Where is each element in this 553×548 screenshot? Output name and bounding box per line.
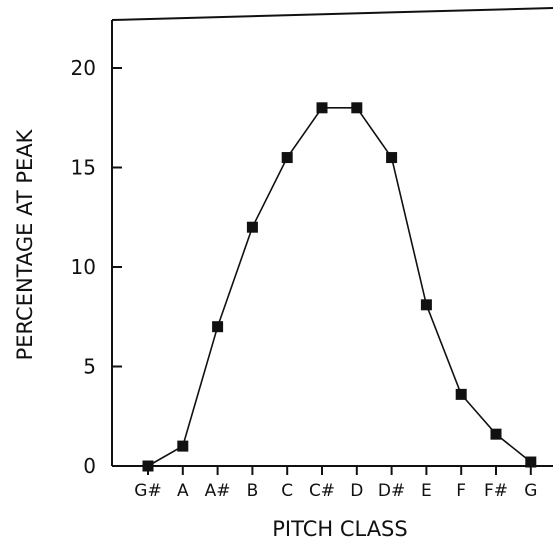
x-axis-ticks: G# A A# B C C# D D# E F F# G (134, 466, 537, 501)
series-layer (142, 102, 537, 472)
data-point-e (420, 299, 432, 311)
data-point-c (281, 152, 293, 164)
y-axis-ticks: 0 5 10 15 20 (71, 56, 122, 478)
series-line-0 (147, 107, 532, 467)
x-tick-label-7: D# (378, 481, 405, 501)
data-point-f (455, 388, 467, 400)
data-point-g (525, 456, 537, 468)
y-tick-label-4: 20 (71, 56, 96, 80)
x-tick-label-1: A (177, 481, 189, 501)
data-point-d (351, 102, 363, 114)
data-point-b (246, 221, 258, 233)
plot-frame (111, 7, 553, 467)
data-point-d-sharp (386, 152, 398, 164)
y-tick-label-2: 10 (71, 255, 96, 279)
x-tick-label-2: A# (205, 481, 231, 501)
data-point-g-sharp (142, 460, 154, 472)
x-tick-label-3: B (247, 481, 259, 501)
x-tick-label-0: G# (134, 481, 161, 501)
y-tick-label-1: 5 (83, 355, 96, 379)
y-tick-label-3: 15 (71, 156, 96, 180)
x-tick-label-5: C# (309, 481, 335, 501)
top-frame-line (111, 7, 553, 21)
data-point-a-sharp (212, 321, 224, 333)
x-tick-label-10: F# (484, 481, 508, 501)
x-tick-label-11: G (524, 481, 537, 501)
x-tick-label-4: C (281, 481, 293, 501)
x-axis-label: PITCH CLASS (272, 517, 407, 541)
x-tick-label-9: F (456, 481, 466, 501)
x-tick-label-8: E (421, 481, 432, 501)
y-tick-label-0: 0 (83, 454, 96, 478)
data-point-f-sharp (490, 428, 502, 440)
data-point-a (177, 440, 189, 452)
data-point-c-sharp (316, 102, 328, 114)
y-axis-label: PERCENTAGE AT PEAK (13, 128, 37, 360)
x-tick-label-6: D (350, 481, 363, 501)
